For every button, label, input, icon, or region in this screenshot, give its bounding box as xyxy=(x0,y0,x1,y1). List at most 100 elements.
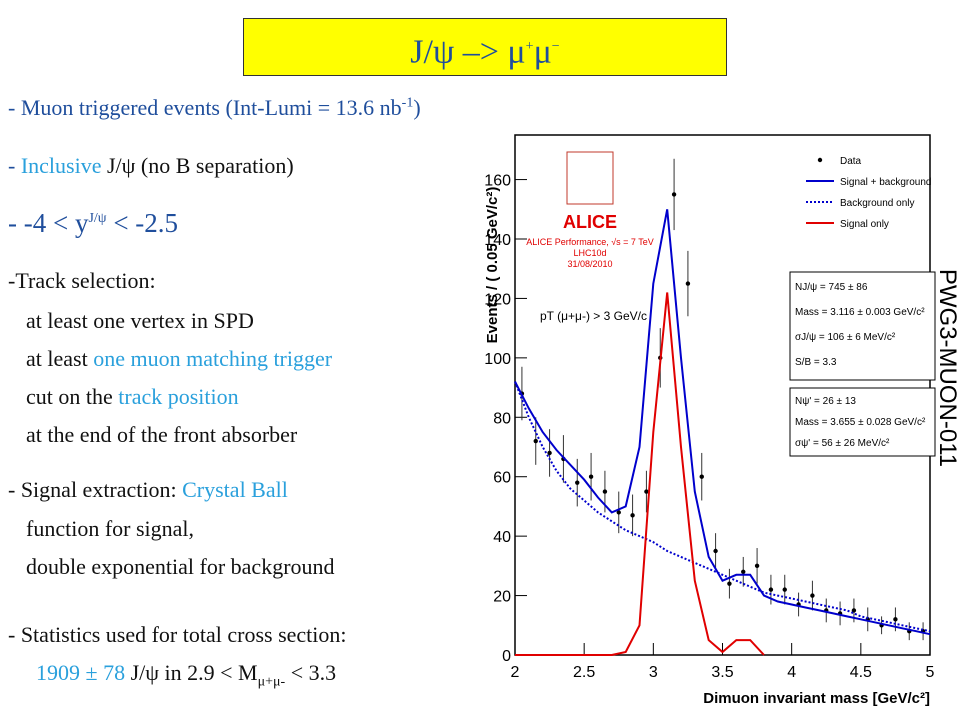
x-tick-label: 2 xyxy=(511,664,520,681)
y-tick-label: 160 xyxy=(484,173,511,190)
data-point xyxy=(685,281,691,286)
text-line: function for signal, xyxy=(26,516,194,542)
text-line: - Inclusive J/ψ (no B separation) xyxy=(8,153,294,179)
data-point xyxy=(713,548,718,554)
text: J/ψ in 2.9 < M xyxy=(125,660,258,685)
text: cut on the xyxy=(26,384,119,409)
info-box xyxy=(789,271,936,381)
info-text: Nψ' = 26 ± 13 xyxy=(795,396,856,407)
data-point xyxy=(616,510,621,515)
title-text: J/ψ –> μ xyxy=(410,33,526,71)
text: track position xyxy=(118,384,239,409)
text: ) xyxy=(413,95,421,120)
performance-text: LHC10d xyxy=(573,248,606,258)
info-text: Mass = 3.655 ± 0.028 GeV/c² xyxy=(795,417,926,428)
text: at the end of the front absorber xyxy=(26,422,298,447)
data-point xyxy=(533,438,538,444)
side-label: PWG3-MUON-011 xyxy=(934,269,960,467)
data-point xyxy=(588,474,594,479)
text-line: 1909 ± 78 J/ψ in 2.9 < Mμ+μ- < 3.3 xyxy=(36,660,336,690)
text: - Muon triggered events (Int-Lumi = 13.6… xyxy=(8,95,402,120)
data-point xyxy=(851,608,857,613)
logo-box xyxy=(566,151,614,205)
y-tick-label: 140 xyxy=(484,232,511,249)
legend-symbol xyxy=(817,157,823,163)
y-tick-label: 100 xyxy=(484,351,511,368)
slide-title: J/ψ –> μ+μ− xyxy=(243,18,727,76)
text-line: -Track selection: xyxy=(8,268,156,294)
sub: μ+μ- xyxy=(257,674,286,690)
x-tick-label: 3.5 xyxy=(711,664,733,681)
text-line: - Muon triggered events (Int-Lumi = 13.6… xyxy=(8,95,421,121)
data-point xyxy=(727,581,732,586)
text: - -4 < y xyxy=(8,208,89,238)
y-tick-label: 120 xyxy=(484,291,511,308)
text: at least xyxy=(26,346,94,371)
text-line: at the end of the front absorber xyxy=(26,422,297,448)
curve xyxy=(514,381,931,633)
data-point xyxy=(741,569,746,574)
y-axis-label: Events / ( 0.05 GeV/c²) xyxy=(484,187,501,344)
performance-text: 31/08/2010 xyxy=(567,259,612,269)
data-point xyxy=(699,474,704,479)
data-point xyxy=(782,587,787,592)
y-tick-label: 60 xyxy=(493,470,511,487)
title-sup: − xyxy=(551,39,560,54)
cut-text: pT (μ+μ-) > 3 GeV/c xyxy=(540,309,647,323)
text: J/ψ (no B separation) xyxy=(101,153,294,178)
x-tick-label: 4.5 xyxy=(850,664,872,681)
text-line: at least one vertex in SPD xyxy=(26,308,254,334)
info-box xyxy=(789,387,936,457)
legend-label: Background only xyxy=(840,198,915,209)
text: < 3.3 xyxy=(285,660,337,685)
legend-label: Data xyxy=(840,156,862,167)
logo-text: ALICE xyxy=(563,212,617,232)
text: Inclusive xyxy=(20,153,102,178)
legend-label: Signal only xyxy=(840,219,889,230)
x-axis-label: Dimuon invariant mass [GeV/c²] xyxy=(703,690,930,707)
title-sup: + xyxy=(525,39,534,54)
text-line: - -4 < yJ/ψ < -2.5 xyxy=(8,208,178,239)
data-point xyxy=(768,587,774,592)
x-tick-label: 5 xyxy=(926,664,935,681)
text: at least one vertex in SPD xyxy=(26,308,254,333)
text: 1909 ± 78 xyxy=(36,660,126,685)
y-tick-label: 40 xyxy=(493,529,511,546)
info-text: NJ/ψ = 745 ± 86 xyxy=(795,282,868,293)
info-text: σψ' = 56 ± 26 MeV/c² xyxy=(795,438,890,449)
text-line: cut on the track position xyxy=(26,384,239,410)
x-tick-label: 3 xyxy=(649,664,658,681)
y-tick-label: 20 xyxy=(493,589,511,606)
text: one muon matching trigger xyxy=(93,346,333,371)
text: - xyxy=(8,153,21,178)
data-point xyxy=(547,450,552,456)
text: - Signal extraction: xyxy=(8,477,183,502)
curve xyxy=(514,209,931,636)
sup: -1 xyxy=(401,95,414,111)
y-tick-label: 80 xyxy=(493,410,511,427)
data-point xyxy=(810,593,815,598)
text: - Statistics used for total cross sectio… xyxy=(8,622,347,647)
data-point xyxy=(630,513,635,518)
sup: J/ψ xyxy=(88,211,107,226)
data-point xyxy=(893,617,898,622)
info-text: S/B = 3.3 xyxy=(795,357,837,368)
text-line: - Statistics used for total cross sectio… xyxy=(8,622,347,648)
performance-text: ALICE Performance, √s = 7 TeV xyxy=(526,237,654,247)
curve xyxy=(515,292,765,656)
data-point xyxy=(575,480,580,485)
text-line: double exponential for background xyxy=(26,554,335,580)
text-line: at least one muon matching trigger xyxy=(26,346,332,372)
info-text: σJ/ψ = 106 ± 6 MeV/c² xyxy=(795,332,896,343)
data-point xyxy=(602,489,608,494)
x-tick-label: 4 xyxy=(787,664,796,681)
text: double exponential for background xyxy=(26,554,335,579)
y-tick-label: 0 xyxy=(502,648,511,665)
text-line: - Signal extraction: Crystal Ball xyxy=(8,477,288,503)
x-tick-label: 2.5 xyxy=(573,664,595,681)
info-text: Mass = 3.116 ± 0.003 GeV/c² xyxy=(795,307,925,318)
text: Crystal Ball xyxy=(182,477,288,502)
text: -Track selection: xyxy=(8,268,156,293)
